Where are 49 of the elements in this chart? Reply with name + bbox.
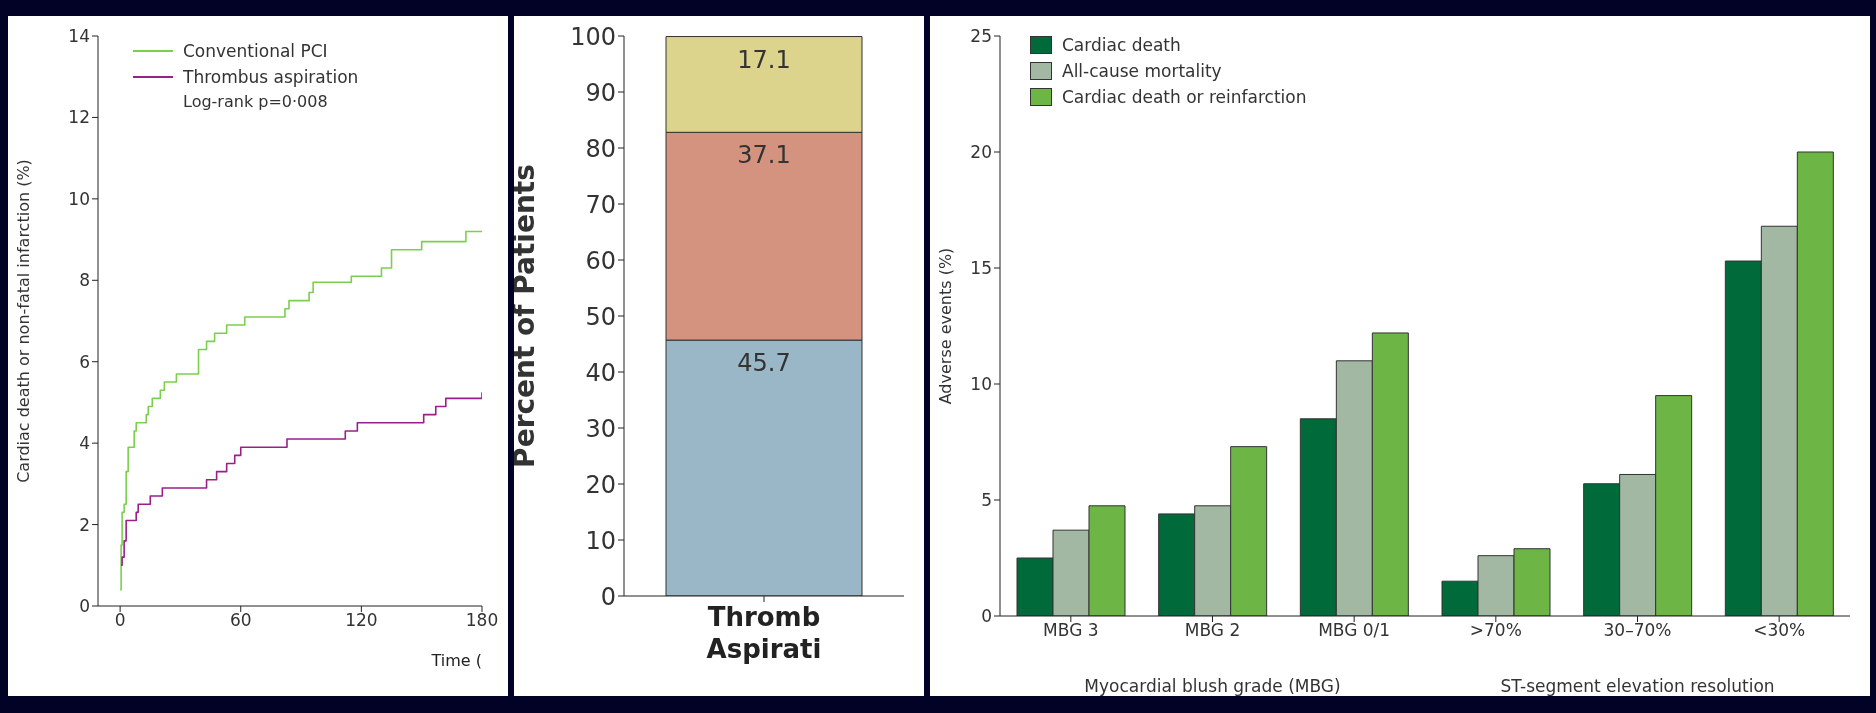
y-tick-label: 10: [585, 526, 616, 555]
legend-label: Cardiac death or reinfarction: [1062, 86, 1307, 109]
text: Myocardial blush grade (MBG): [1083, 676, 1342, 696]
x-axis-title: Time (: [430, 651, 482, 670]
y-tick-label: 15: [970, 258, 992, 279]
x-tick-label: <30%: [1753, 620, 1806, 641]
legend-label: Conventional PCI: [183, 40, 328, 63]
legend-label: All-cause mortality: [1062, 60, 1222, 83]
y-tick-label: 20: [970, 142, 992, 163]
y-tick-label: 10: [970, 374, 992, 395]
data-label: 17.1: [737, 45, 791, 74]
y-tick-label: 30: [585, 414, 616, 443]
y-tick-label: 0: [79, 596, 90, 617]
y-tick-label: 0: [600, 582, 616, 611]
x-tick-label: MBG 3: [1043, 620, 1099, 641]
y-tick-label: 70: [585, 190, 616, 219]
y-tick-label: 8: [79, 270, 90, 291]
y-tick-label: 5: [981, 490, 992, 511]
legend-label: Thrombus aspiration: [183, 66, 359, 89]
y-tick-label: 50: [585, 302, 616, 331]
x-tick-label: 60: [229, 610, 252, 631]
annotation: Log-rank p=0·008: [183, 92, 328, 111]
y-axis-title: Adverse events (%): [935, 247, 955, 405]
text: ST-segment elevation resolution: [1499, 676, 1776, 696]
x-tick-label: 180: [465, 610, 499, 631]
data-label: 37.1: [737, 141, 791, 170]
y-tick-label: 80: [585, 134, 616, 163]
y-tick-label: 90: [585, 78, 616, 107]
x-tick-label: >70%: [1469, 620, 1522, 641]
y-tick-label: 40: [585, 358, 616, 387]
y-tick-label: 12: [68, 107, 90, 128]
y-tick-label: 10: [68, 188, 90, 209]
x-tick-label: MBG 2: [1184, 620, 1241, 641]
y-tick-label: 4: [79, 433, 90, 454]
x-tick-label: 120: [345, 610, 378, 631]
y-tick-label: 60: [585, 246, 616, 275]
x-tick-label: 30–70%: [1603, 620, 1672, 641]
y-tick-label: 100: [570, 22, 616, 51]
y-axis-title: Cardiac death or non-fatal infarction (%): [13, 159, 33, 483]
x-tick-label: MBG 0/1: [1318, 620, 1391, 641]
y-tick-label: 2: [79, 514, 90, 535]
y-tick-label: 25: [970, 26, 992, 47]
y-tick-label: 14: [68, 26, 90, 47]
y-tick-label: 20: [585, 470, 616, 499]
x-tick-label: 0: [114, 610, 126, 631]
legend-label: Cardiac death: [1062, 34, 1181, 57]
y-tick-label: 6: [79, 351, 90, 372]
data-label: 45.7: [737, 349, 791, 378]
x-tick-label: Thromb Aspirati: [706, 602, 822, 664]
